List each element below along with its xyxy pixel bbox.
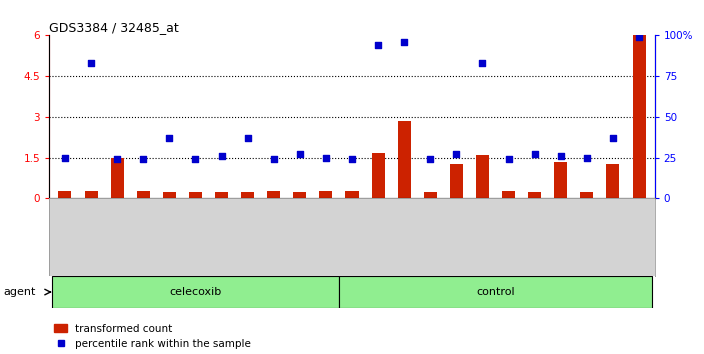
Text: agent: agent	[4, 287, 36, 297]
Point	[111, 156, 122, 162]
Point	[190, 156, 201, 162]
Legend: transformed count, percentile rank within the sample: transformed count, percentile rank withi…	[54, 324, 251, 349]
Text: GSM283135: GSM283135	[165, 202, 174, 257]
Text: GSM283132: GSM283132	[113, 202, 122, 257]
Text: GSM283147: GSM283147	[295, 202, 304, 257]
Bar	[502, 192, 515, 198]
Text: GSM283142: GSM283142	[243, 202, 252, 257]
Point	[85, 60, 96, 66]
Bar	[339, 276, 652, 308]
Point	[137, 156, 149, 162]
Bar	[606, 164, 620, 198]
Bar	[320, 192, 332, 198]
Bar	[372, 154, 384, 198]
Bar	[268, 192, 280, 198]
Bar	[450, 164, 463, 198]
Point	[425, 156, 436, 162]
Bar	[398, 121, 410, 198]
Text: GSM283134: GSM283134	[139, 202, 148, 257]
Bar	[476, 155, 489, 198]
Point	[59, 155, 70, 160]
Point	[216, 153, 227, 159]
Text: GSM283138: GSM283138	[217, 202, 226, 257]
Point	[372, 42, 384, 48]
Text: GSM283141: GSM283141	[530, 202, 539, 257]
Bar	[111, 158, 124, 198]
Text: GSM283144: GSM283144	[582, 202, 591, 257]
Text: GSM283148: GSM283148	[322, 202, 330, 257]
Text: GSM283143: GSM283143	[556, 202, 565, 257]
Point	[529, 152, 540, 157]
Text: GSM283127: GSM283127	[61, 202, 70, 257]
Text: GSM283128: GSM283128	[348, 202, 356, 257]
Point	[555, 153, 567, 159]
Point	[608, 135, 619, 141]
Point	[503, 156, 514, 162]
Bar	[58, 192, 72, 198]
Text: GSM283140: GSM283140	[504, 202, 513, 257]
Bar	[528, 192, 541, 198]
Text: GSM283131: GSM283131	[400, 202, 409, 257]
Bar	[580, 192, 593, 198]
Point	[320, 155, 332, 160]
Bar	[84, 192, 98, 198]
Point	[294, 152, 306, 157]
Point	[634, 34, 645, 40]
Bar	[346, 192, 358, 198]
Bar	[52, 276, 339, 308]
Point	[477, 60, 488, 66]
Text: GSM283145: GSM283145	[269, 202, 278, 257]
Point	[164, 135, 175, 141]
Text: GSM283146: GSM283146	[608, 202, 617, 257]
Point	[582, 155, 593, 160]
Bar	[424, 192, 436, 198]
Text: GDS3384 / 32485_at: GDS3384 / 32485_at	[49, 21, 179, 34]
Text: GSM283149: GSM283149	[634, 202, 643, 257]
Bar	[189, 192, 202, 198]
Point	[398, 39, 410, 45]
Text: GSM283129: GSM283129	[87, 202, 96, 257]
Point	[346, 156, 358, 162]
Point	[242, 135, 253, 141]
Bar	[241, 192, 254, 198]
Bar	[163, 192, 176, 198]
Bar	[137, 192, 150, 198]
Bar	[554, 161, 567, 198]
Text: GSM283133: GSM283133	[426, 202, 435, 257]
Text: GSM283139: GSM283139	[478, 202, 487, 257]
Text: celecoxib: celecoxib	[169, 287, 222, 297]
Point	[451, 152, 462, 157]
Text: GSM283130: GSM283130	[374, 202, 382, 257]
Bar	[215, 192, 228, 198]
Bar	[632, 35, 646, 198]
Text: GSM283136: GSM283136	[191, 202, 200, 257]
Bar	[294, 192, 306, 198]
Text: control: control	[476, 287, 515, 297]
Text: GSM283137: GSM283137	[452, 202, 461, 257]
Point	[268, 156, 279, 162]
